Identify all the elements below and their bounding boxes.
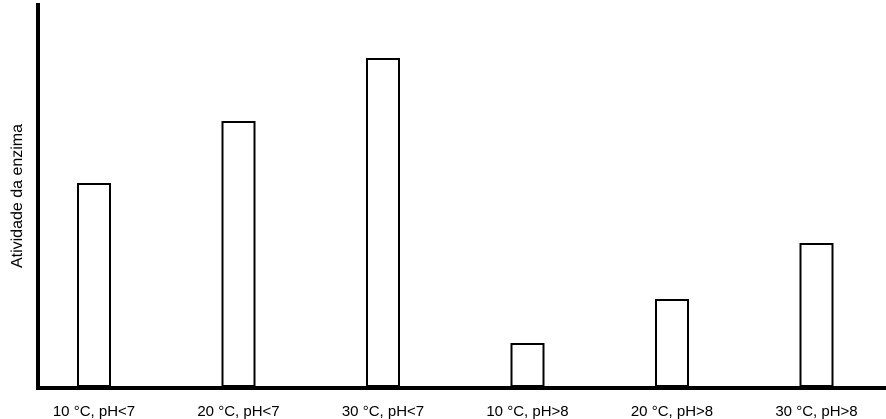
bar-6 bbox=[799, 243, 834, 387]
x-tick-label-4: 10 °C, pH>8 bbox=[486, 403, 568, 419]
bar-3 bbox=[366, 58, 400, 387]
bar-5 bbox=[655, 299, 689, 387]
x-tick-labels: 10 °C, pH<7 20 °C, pH<7 30 °C, pH<7 10 °C, … bbox=[53, 403, 858, 419]
bar-4 bbox=[510, 343, 545, 387]
y-axis-label: Atividade da enzima bbox=[9, 124, 26, 268]
bar-1 bbox=[77, 183, 111, 387]
bars-group bbox=[77, 58, 834, 387]
bar-2 bbox=[221, 121, 256, 387]
x-tick-label-6: 30 °C, pH>8 bbox=[775, 403, 857, 419]
x-tick-label-1: 10 °C, pH<7 bbox=[53, 403, 135, 419]
x-tick-label-2: 20 °C, pH<7 bbox=[197, 403, 279, 419]
x-tick-label-5: 20 °C, pH>8 bbox=[631, 403, 713, 419]
x-tick-label-3: 30 °C, pH<7 bbox=[342, 403, 424, 419]
